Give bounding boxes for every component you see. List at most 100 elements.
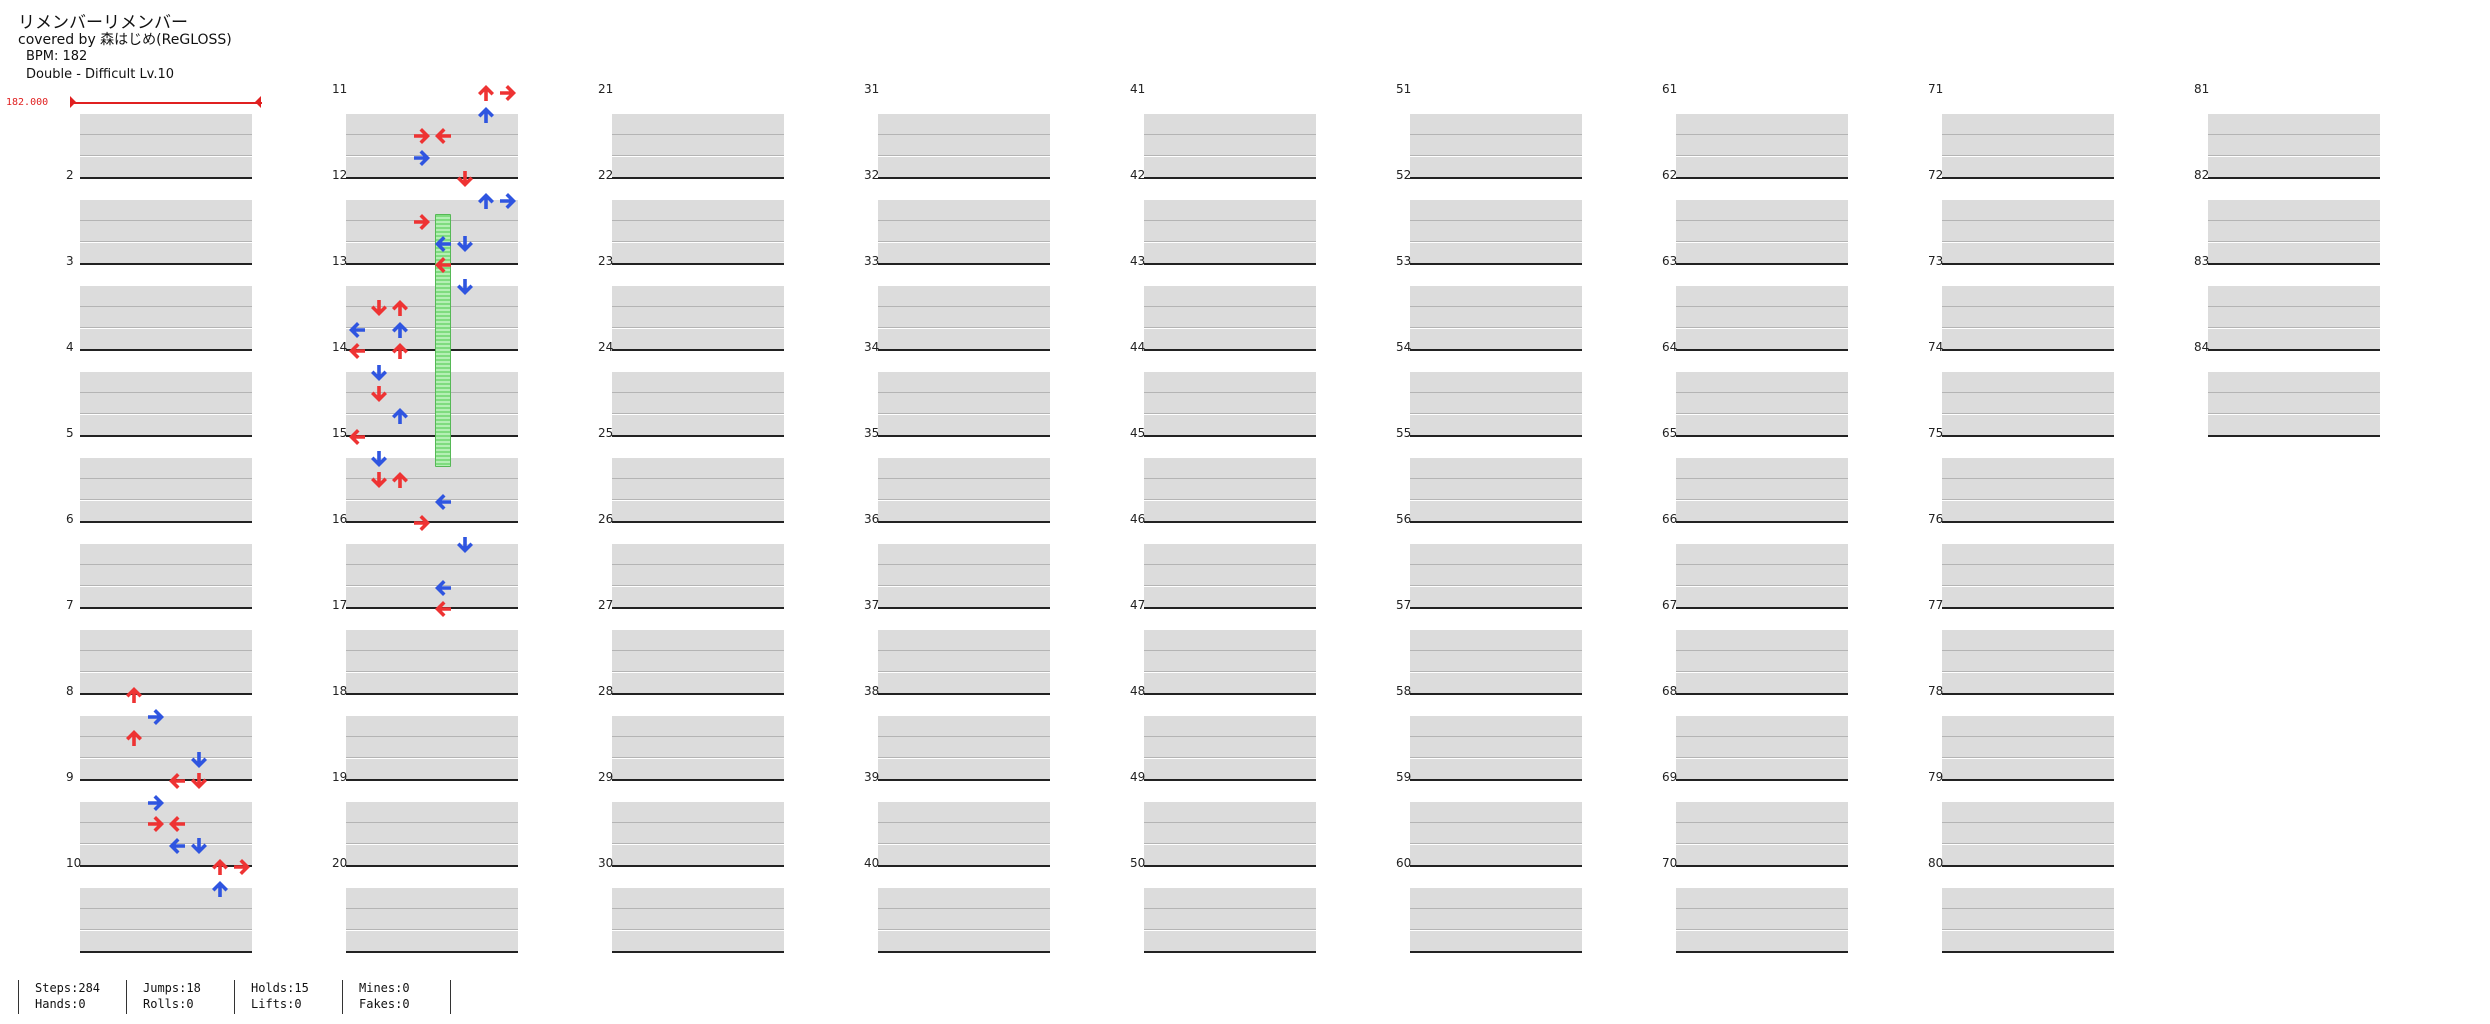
arrow-right-icon — [147, 816, 164, 832]
measure-number: 20 — [332, 856, 348, 870]
beat-stripe — [1942, 586, 2114, 608]
measure-number: 41 — [1130, 82, 1146, 96]
beat-stripe — [346, 887, 518, 909]
beat-stripe — [1410, 479, 1582, 500]
measure-number: 28 — [598, 684, 614, 698]
beat-stripe — [612, 500, 784, 522]
beat-stripe — [1144, 242, 1316, 264]
beat-stripe — [878, 156, 1050, 178]
stats-col-steps: Steps:284 Hands:0 — [18, 980, 100, 1014]
beat-stripe — [346, 801, 518, 823]
beat-stripe — [1410, 565, 1582, 586]
song-bpm: BPM: 182 — [26, 49, 88, 64]
measure-number: 25 — [598, 426, 614, 440]
beat-stripe — [1942, 823, 2114, 844]
beat-stripe — [612, 479, 784, 500]
measure-number: 68 — [1662, 684, 1678, 698]
beat-stripe — [1410, 371, 1582, 393]
measure-line — [612, 693, 784, 695]
measure-line — [80, 607, 252, 609]
measure-line — [878, 263, 1050, 265]
arrow-up-icon — [392, 321, 408, 338]
measure-number: 56 — [1396, 512, 1412, 526]
measure-line — [612, 177, 784, 179]
measure-number: 78 — [1928, 684, 1944, 698]
beat-stripe — [1676, 844, 1848, 866]
beat-stripe — [1942, 221, 2114, 242]
measure-number: 4 — [66, 340, 74, 354]
arrow-up-icon — [478, 106, 494, 123]
measure-line — [346, 607, 518, 609]
beat-stripe — [612, 672, 784, 694]
beat-stripe — [80, 737, 252, 758]
beat-stripe — [346, 414, 518, 436]
beat-stripe — [2208, 221, 2380, 242]
beat-stripe — [612, 371, 784, 393]
beat-stripe — [346, 758, 518, 780]
measure-number: 70 — [1662, 856, 1678, 870]
measure-line — [2208, 177, 2380, 179]
beat-stripe — [1676, 242, 1848, 264]
measure-number: 31 — [864, 82, 880, 96]
beat-stripe — [80, 414, 252, 436]
measure-number: 32 — [864, 168, 880, 182]
beat-stripe — [1144, 930, 1316, 952]
measure-line — [346, 177, 518, 179]
stat-jumps: Jumps:18 — [143, 981, 201, 995]
measure-number: 7 — [66, 598, 74, 612]
beat-stripe — [346, 135, 518, 156]
measure-line — [878, 349, 1050, 351]
measure-line — [1410, 435, 1582, 437]
beat-stripe — [1144, 371, 1316, 393]
measure-number: 84 — [2194, 340, 2210, 354]
measure-number: 19 — [332, 770, 348, 784]
measure-line — [878, 865, 1050, 867]
measure-line — [1410, 607, 1582, 609]
arrow-left-icon — [435, 579, 451, 596]
beat-stripe — [878, 823, 1050, 844]
measure-number: 3 — [66, 254, 74, 268]
measure-line — [1676, 177, 1848, 179]
beat-stripe — [346, 242, 518, 264]
measure-number: 67 — [1662, 598, 1678, 612]
measure-line — [346, 779, 518, 781]
measure-number: 42 — [1130, 168, 1146, 182]
beat-stripe — [612, 586, 784, 608]
beat-stripe — [1410, 156, 1582, 178]
song-title: リメンバーリメンバー — [18, 13, 188, 33]
beat-stripe — [878, 801, 1050, 823]
beat-stripe — [878, 672, 1050, 694]
beat-stripe — [878, 758, 1050, 780]
arrow-up-icon — [478, 192, 494, 209]
measure-line — [1410, 263, 1582, 265]
beat-stripe — [80, 887, 252, 909]
beat-stripe — [80, 629, 252, 651]
measure-line — [346, 693, 518, 695]
beat-stripe — [80, 221, 252, 242]
arrow-up-icon — [212, 880, 228, 897]
arrow-up-icon — [212, 859, 228, 875]
beat-stripe — [1144, 479, 1316, 500]
beat-stripe — [2208, 199, 2380, 221]
beat-stripe — [80, 479, 252, 500]
beat-stripe — [1410, 328, 1582, 350]
beat-stripe — [878, 629, 1050, 651]
beat-stripe — [878, 113, 1050, 135]
beat-stripe — [346, 930, 518, 952]
measure-line — [878, 521, 1050, 523]
beat-stripe — [1144, 586, 1316, 608]
beat-stripe — [878, 199, 1050, 221]
beat-stripe — [346, 285, 518, 307]
measure-number: 76 — [1928, 512, 1944, 526]
beat-stripe — [612, 565, 784, 586]
beat-stripe — [1410, 737, 1582, 758]
beat-stripe — [346, 543, 518, 565]
beat-stripe — [1676, 887, 1848, 909]
beat-stripe — [346, 328, 518, 350]
measure-line — [346, 865, 518, 867]
beat-stripe — [1676, 909, 1848, 930]
measure-line — [1942, 607, 2114, 609]
arrow-down-icon — [456, 536, 473, 553]
measure-number: 36 — [864, 512, 880, 526]
measure-number: 11 — [332, 82, 348, 96]
